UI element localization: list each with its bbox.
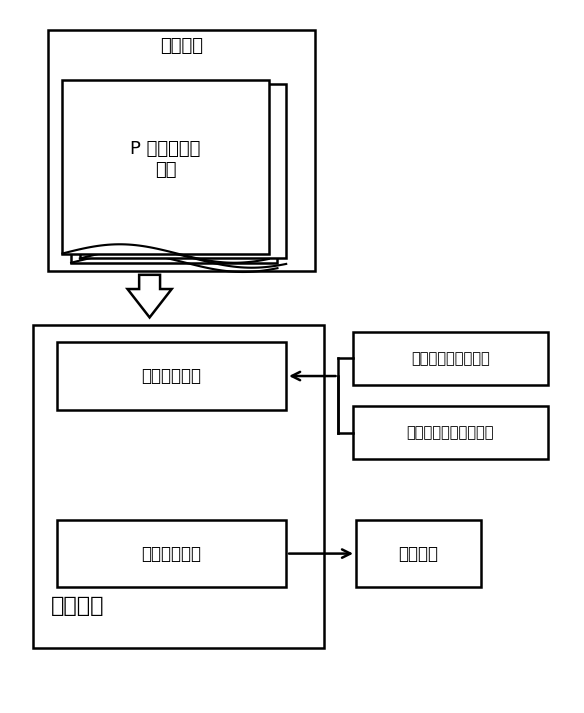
Text: 拉绳式位移传感器模块: 拉绳式位移传感器模块: [406, 426, 494, 441]
Text: 运动控制模块: 运动控制模块: [141, 545, 201, 563]
FancyBboxPatch shape: [48, 30, 315, 271]
Polygon shape: [127, 275, 172, 317]
FancyBboxPatch shape: [62, 80, 269, 254]
Text: 控制系统: 控制系统: [51, 597, 105, 617]
FancyBboxPatch shape: [353, 332, 548, 385]
Text: 伺服模块: 伺服模块: [398, 545, 439, 563]
Text: 软件模块: 软件模块: [160, 37, 203, 55]
FancyBboxPatch shape: [57, 520, 286, 588]
FancyBboxPatch shape: [33, 324, 324, 647]
Text: 数据采集模块: 数据采集模块: [141, 367, 201, 385]
FancyBboxPatch shape: [57, 342, 286, 410]
FancyBboxPatch shape: [71, 88, 277, 263]
FancyBboxPatch shape: [356, 520, 481, 588]
FancyBboxPatch shape: [353, 406, 548, 459]
FancyBboxPatch shape: [80, 84, 286, 259]
Text: P 型迭代学习
算法: P 型迭代学习 算法: [130, 140, 201, 179]
Text: 应变式力传感器模块: 应变式力传感器模块: [411, 351, 490, 366]
